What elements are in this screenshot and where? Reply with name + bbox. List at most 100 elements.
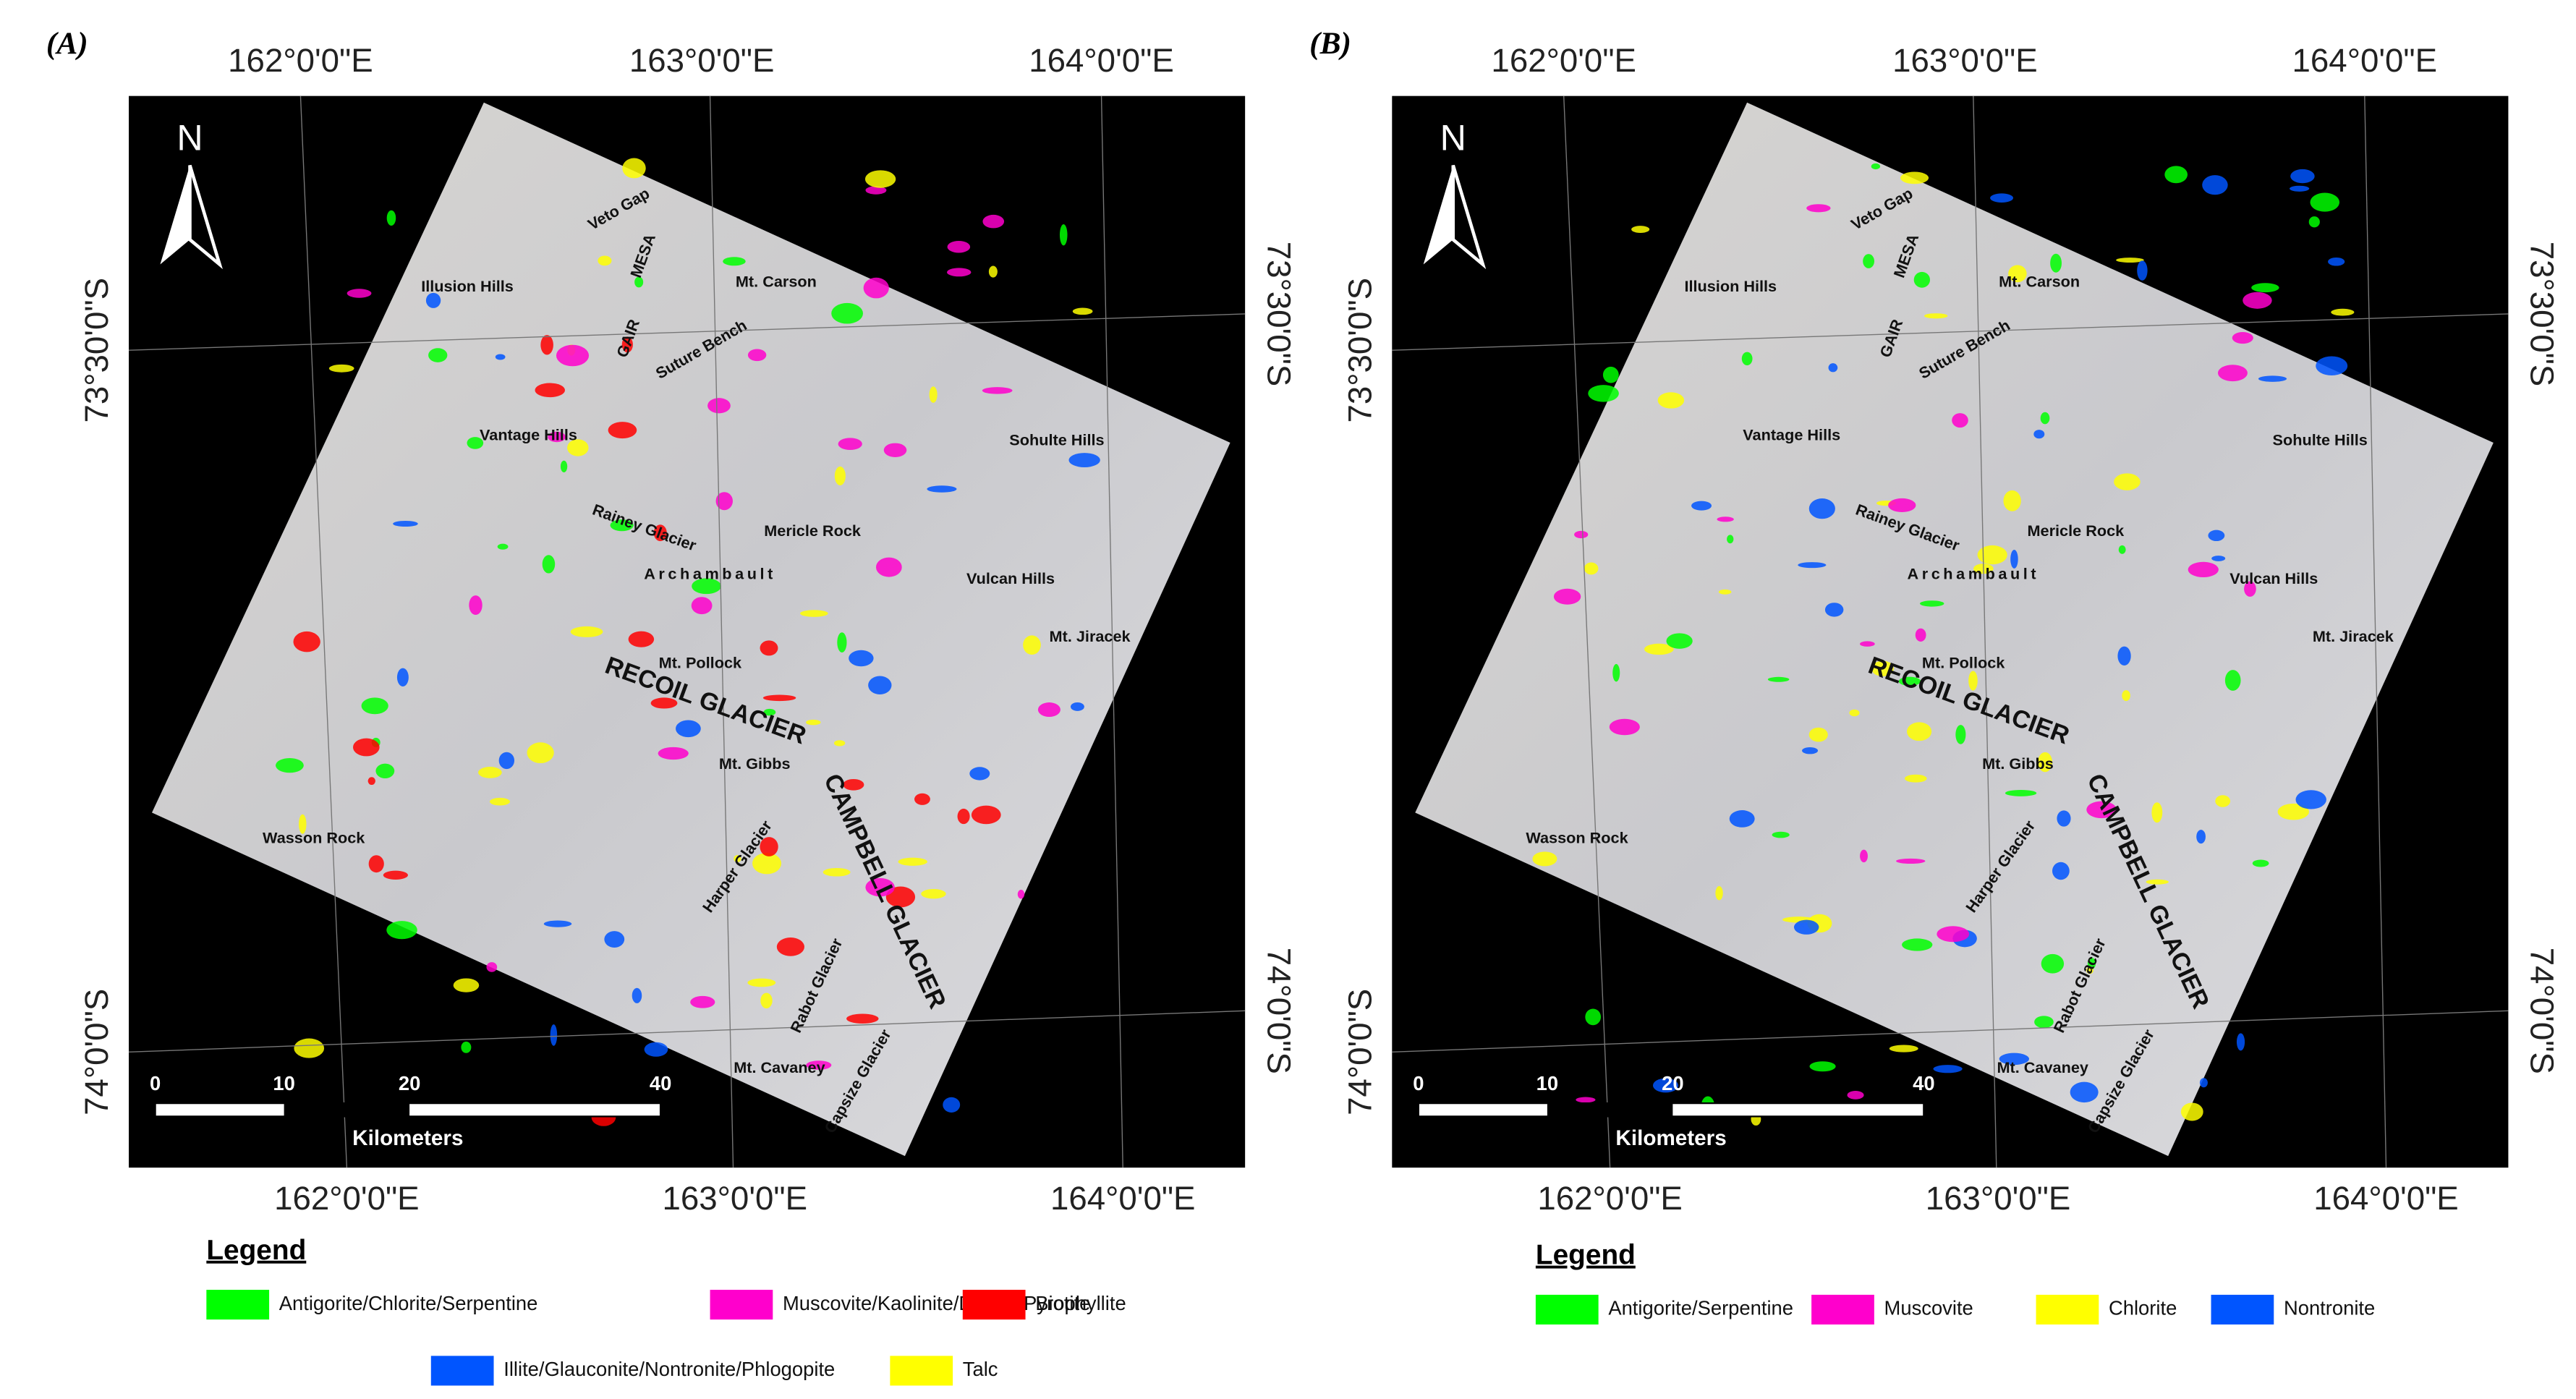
mineral-patch: [1915, 628, 1926, 642]
legend-swatch: [2036, 1294, 2099, 1324]
mineral-patch: [943, 1097, 961, 1113]
mineral-patch: [1860, 849, 1868, 863]
mineral-patch: [2164, 166, 2188, 184]
place-name: Illusion Hills: [1684, 277, 1777, 295]
mineral-patch: [2308, 216, 2320, 228]
mineral-patch: [1666, 633, 1693, 649]
mineral-patch: [556, 344, 590, 367]
mineral-patch: [947, 240, 971, 253]
mineral-patch: [846, 1013, 879, 1024]
mineral-patch: [542, 555, 556, 574]
mineral-patch: [1715, 885, 1723, 901]
mineral-patch: [2041, 953, 2065, 974]
top-coordinate: 163°0'0"E: [629, 42, 775, 79]
mineral-patch: [628, 631, 655, 647]
mineral-patch: [2199, 1078, 2208, 1088]
mineral-patch: [352, 738, 380, 757]
place-name: Vulcan Hills: [966, 569, 1055, 587]
mineral-patch: [1924, 313, 1948, 319]
place-name: Mt. Carson: [736, 272, 817, 290]
mineral-patch: [622, 158, 646, 179]
mineral-patch: [1913, 271, 1931, 288]
mineral-patch: [1952, 413, 1968, 428]
mineral-patch: [1955, 725, 1966, 744]
legend-title: Legend: [206, 1235, 306, 1266]
mineral-patch: [1741, 352, 1753, 366]
left-coordinate: 73°30'0"S: [78, 278, 115, 423]
mineral-patch: [1977, 545, 2007, 565]
mineral-patch: [2114, 473, 2141, 490]
mineral-patch: [386, 921, 417, 940]
mineral-patch: [2196, 830, 2206, 844]
mineral-patch: [2328, 257, 2345, 266]
top-coordinate: 164°0'0"E: [2292, 42, 2438, 79]
mineral-patch: [838, 438, 862, 451]
mineral-patch: [276, 757, 304, 773]
north-arrow: [1423, 165, 1453, 265]
graticule-line: [1392, 313, 2509, 351]
place-name: Vantage Hills: [1743, 426, 1840, 444]
mineral-patch: [1806, 204, 1831, 213]
mineral-patch: [1017, 889, 1025, 899]
mineral-patch: [1023, 635, 1041, 655]
mineral-patch: [2211, 556, 2226, 561]
mineral-patch: [1798, 562, 1827, 569]
legend-label: Chlorite: [2109, 1297, 2177, 1319]
top-coordinate: 163°0'0"E: [1892, 42, 2038, 79]
mineral-patch: [2208, 530, 2225, 542]
graticule-line: [299, 95, 348, 1168]
mineral-patch: [762, 694, 796, 702]
bottom-coordinate: 164°0'0"E: [2313, 1180, 2459, 1217]
mineral-patch: [469, 595, 483, 616]
mineral-patch: [1037, 702, 1060, 717]
mineral-patch: [898, 857, 927, 866]
mineral-patch: [1612, 663, 1620, 682]
satellite-image: [152, 102, 1230, 1157]
legend-swatch: [206, 1290, 270, 1320]
mineral-patch: [2331, 308, 2355, 316]
mineral-patch: [969, 767, 990, 781]
mineral-patch: [806, 719, 821, 726]
mineral-patch: [428, 348, 448, 362]
mineral-patch: [2224, 670, 2241, 691]
right-coordinate: 73°30'0"S: [2524, 242, 2561, 387]
mineral-patch: [2008, 265, 2027, 283]
mineral-patch: [570, 626, 603, 637]
mineral-patch: [375, 763, 395, 778]
mineral-patch: [1576, 1097, 1596, 1103]
mineral-patch: [347, 289, 372, 298]
mineral-patch: [1652, 1078, 1679, 1093]
mineral-patch: [490, 797, 510, 806]
mineral-patch: [715, 492, 733, 511]
mineral-patch: [946, 268, 972, 277]
legend-swatch: [890, 1356, 953, 1386]
top-coordinate: 162°0'0"E: [1491, 42, 1636, 79]
mineral-patch: [692, 578, 721, 595]
mineral-patch: [806, 1060, 832, 1070]
mineral-patch: [1900, 171, 1929, 184]
legend-title: Legend: [1536, 1240, 1636, 1271]
mineral-patch: [921, 888, 946, 899]
mineral-patch: [368, 855, 384, 873]
mineral-patch: [2087, 957, 2096, 969]
place-name: Mt. Cavaney: [734, 1058, 825, 1076]
place-name: Wasson Rock: [1526, 829, 1628, 847]
scale-tick-label: 0: [1413, 1072, 1424, 1094]
mineral-patch: [1729, 810, 1755, 828]
place-name: Mt. Jiracek: [1050, 627, 1131, 645]
place-name: Mt. Gibbs: [719, 754, 791, 773]
scale-tick-label: 40: [650, 1072, 671, 1094]
mineral-patch: [691, 597, 713, 615]
scale-unit: Kilometers: [1615, 1126, 1726, 1150]
mineral-patch: [883, 443, 907, 458]
legend-label: Antigorite/Serpentine: [1608, 1297, 1793, 1319]
graticule-line: [1392, 1010, 2509, 1053]
mineral-patch: [2151, 802, 2163, 823]
mineral-patch: [2202, 175, 2228, 195]
place-name: Mt. Jiracek: [2313, 627, 2394, 645]
mineral-patch: [2146, 879, 2169, 885]
mineral-patch: [760, 992, 773, 1009]
mineral-patch: [1071, 702, 1084, 711]
north-arrow: [160, 165, 190, 265]
